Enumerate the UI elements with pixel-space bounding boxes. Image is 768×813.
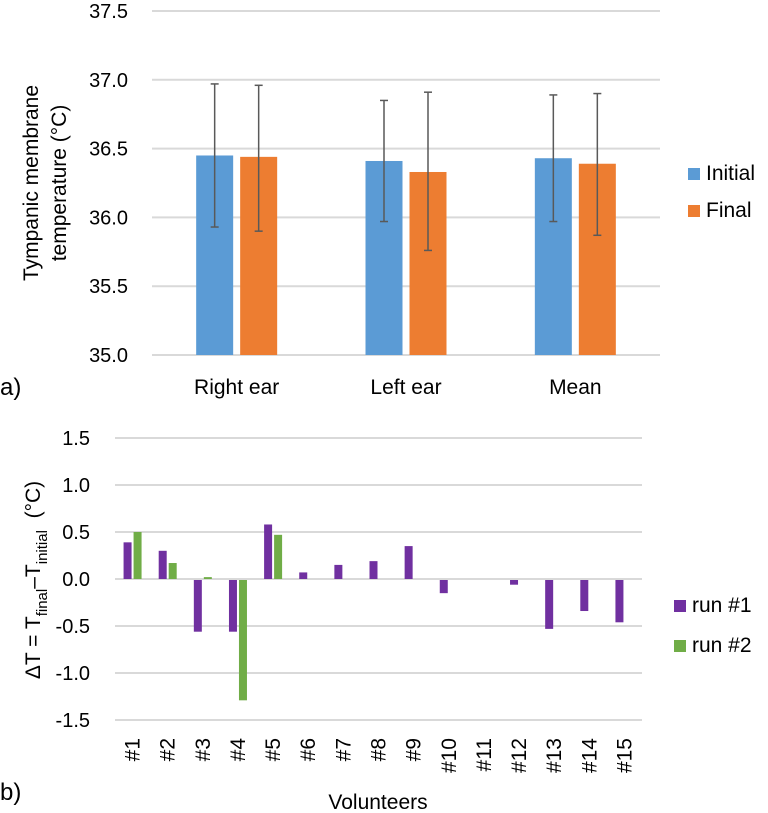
b-bar-run1: [123, 542, 132, 579]
b-bar-run2: [133, 532, 142, 579]
chart-b-delta: -1.5-1.0-0.50.00.51.01.5 #1 #2 #3 #4 #5 #6 #7 #…: [0, 428, 752, 813]
a-legend: Initial Final: [688, 162, 755, 222]
a-legend-label: Final: [706, 199, 752, 222]
b-bar-run2: [168, 563, 177, 579]
a-ylabel-line2: temperature (°C): [48, 105, 71, 262]
a-y-tick-labels: 35.0 35.5 36.0 36.5 37.0 37.5: [89, 1, 128, 367]
b-ylabel: ΔT = Tfinal–Tinitial (°C): [22, 481, 51, 679]
b-bar-run1: [193, 580, 202, 632]
a-error-bar: [593, 92, 602, 237]
b-bar-run1: [580, 580, 589, 612]
b-category-labels: #1 #2 #3 #4 #5 #6 #7 #8 #9 #10 #11 #12 #13 #14 #15: [122, 738, 637, 773]
b-bar-run1: [158, 550, 167, 579]
a-legend-swatch-final: [688, 205, 700, 217]
a-y-tick-label: 36.0: [89, 207, 128, 229]
a-error-bars: [210, 83, 602, 252]
b-category-label: #3: [192, 738, 215, 761]
a-category-labels: Right ear Left ear Mean: [194, 376, 602, 399]
b-category-label: #1: [122, 738, 145, 761]
b-bar-run1: [404, 546, 413, 579]
b-bar-run2: [238, 580, 247, 701]
a-category-label: Right ear: [194, 376, 279, 399]
b-ylabel-suffix: (°C): [22, 481, 45, 530]
panel-label-a: a): [0, 374, 21, 401]
a-y-axis-label: Tympanic membrane temperature (°C): [20, 85, 71, 281]
a-y-tick-label: 35.5: [89, 276, 128, 298]
b-y-tick-labels: -1.5 -1.0 -0.5 0.0 0.5 1.0 1.5: [56, 428, 90, 732]
b-legend-label: run #1: [692, 594, 752, 617]
a-gridlines: [152, 10, 660, 356]
b-ylabel-sub-initial: initial: [34, 530, 51, 564]
b-legend: run #1 run #2: [674, 594, 752, 657]
b-bar-run1: [299, 572, 308, 579]
b-bar-run1: [369, 561, 378, 579]
b-category-label: #5: [262, 738, 285, 761]
b-category-label: #14: [578, 738, 601, 773]
b-category-label: #13: [543, 738, 566, 773]
b-category-label: #11: [473, 738, 496, 771]
b-bar-run1: [615, 580, 624, 623]
b-category-label: #7: [332, 738, 355, 761]
b-ylabel-mid: –T: [22, 564, 45, 589]
b-category-label: #8: [368, 738, 391, 761]
b-category-label: #15: [613, 738, 636, 773]
a-ylabel-line1: Tympanic membrane: [20, 85, 43, 281]
b-x-axis-label: Volunteers: [328, 791, 427, 813]
a-legend-swatch-initial: [688, 168, 700, 180]
b-category-label: #12: [508, 738, 531, 773]
b-gridlines: [115, 437, 642, 721]
b-legend-label: run #2: [692, 634, 752, 657]
b-category-label: #2: [157, 738, 180, 761]
b-y-tick-label: 1.0: [62, 475, 90, 497]
b-y-tick-label: 1.5: [62, 428, 90, 450]
b-category-label: #6: [297, 738, 320, 761]
chart-a-temperature: 35.0 35.5 36.0 36.5 37.0 37.5 Right ear Left e…: [0, 1, 755, 401]
b-category-label: #9: [403, 738, 426, 761]
b-bar-run1: [545, 580, 554, 629]
a-error-bar: [380, 99, 388, 223]
b-ylabel-prefix: ΔT = T: [22, 616, 45, 679]
panel-label-b: b): [0, 779, 21, 806]
b-bar-run1: [264, 524, 273, 579]
b-bar-run1: [228, 580, 237, 632]
b-bar-run1: [439, 580, 448, 594]
a-error-bar: [210, 83, 219, 228]
a-error-bar: [424, 91, 432, 252]
b-y-tick-label: 0.0: [62, 569, 90, 591]
a-y-tick-label: 36.5: [89, 139, 128, 161]
b-ylabel-sub-final: final: [34, 589, 51, 617]
a-y-tick-label: 37.0: [89, 70, 128, 92]
b-bar-run1: [510, 580, 519, 585]
b-y-tick-label: -0.5: [56, 616, 90, 638]
b-legend-swatch-run1: [674, 600, 686, 612]
a-legend-label: Initial: [706, 162, 755, 185]
a-y-tick-label: 35.0: [89, 345, 128, 367]
b-bar-run2: [274, 534, 283, 579]
a-category-label: Mean: [549, 376, 602, 399]
b-legend-swatch-run2: [674, 640, 686, 652]
b-bar-run1: [334, 564, 343, 579]
a-category-label: Left ear: [370, 376, 441, 399]
b-category-label: #4: [227, 738, 250, 762]
b-category-label: #10: [438, 738, 461, 773]
b-y-tick-label: 0.5: [62, 522, 90, 544]
b-y-tick-label: -1.0: [56, 663, 90, 685]
a-error-bar: [549, 94, 558, 223]
b-y-axis-label: ΔT = Tfinal–Tinitial (°C): [22, 481, 51, 679]
b-y-tick-label: -1.5: [56, 710, 90, 732]
b-bars: [123, 524, 624, 701]
a-y-tick-label: 37.5: [89, 1, 128, 23]
b-bar-run2: [203, 577, 212, 579]
a-error-bar: [254, 84, 263, 232]
